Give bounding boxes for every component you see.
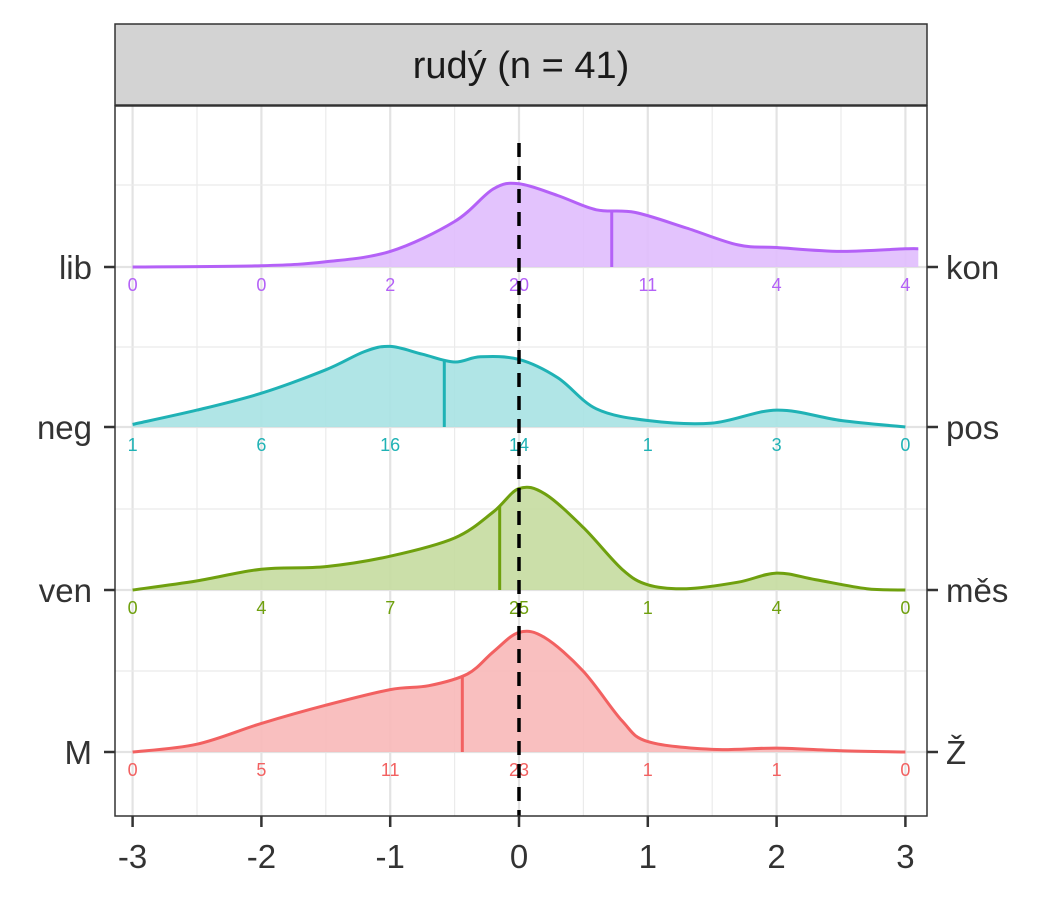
y-label-right: měs bbox=[946, 572, 1008, 609]
count-label: 7 bbox=[385, 598, 395, 618]
count-label: 1 bbox=[643, 435, 653, 455]
density-line-1 bbox=[132, 485, 906, 592]
x-tick-label: 2 bbox=[767, 838, 785, 875]
count-label: 1 bbox=[772, 760, 782, 780]
count-label: 0 bbox=[128, 760, 138, 780]
density-fill-3 bbox=[132, 183, 919, 267]
y-label-right: Ž bbox=[946, 734, 966, 771]
density-line-2 bbox=[132, 344, 906, 429]
x-tick-label: -1 bbox=[376, 838, 405, 875]
y-label-left: lib bbox=[59, 249, 92, 286]
count-label: 1 bbox=[643, 760, 653, 780]
count-label: 0 bbox=[900, 435, 910, 455]
count-label: 11 bbox=[638, 275, 657, 295]
panel-title: rudý (n = 41) bbox=[413, 45, 630, 87]
count-label: 4 bbox=[256, 598, 266, 618]
count-label: 3 bbox=[772, 435, 782, 455]
x-tick-label: 0 bbox=[510, 838, 528, 875]
density-line-3 bbox=[132, 181, 919, 269]
panel-border bbox=[114, 105, 928, 817]
count-label: 4 bbox=[900, 275, 910, 295]
count-label: 2 bbox=[385, 275, 395, 295]
strip: rudý (n = 41) bbox=[114, 23, 928, 106]
count-label: 16 bbox=[380, 435, 400, 455]
x-tick-label: -3 bbox=[118, 838, 147, 875]
strip-background bbox=[114, 23, 928, 106]
count-label: 4 bbox=[772, 598, 782, 618]
y-label-left: ven bbox=[39, 572, 92, 609]
y-label-right: kon bbox=[946, 249, 999, 286]
count-label: 1 bbox=[128, 435, 138, 455]
count-label: 0 bbox=[900, 760, 910, 780]
count-label: 0 bbox=[128, 598, 138, 618]
count-label: 11 bbox=[381, 760, 400, 780]
x-tick-label: 1 bbox=[639, 838, 657, 875]
count-label: 0 bbox=[128, 275, 138, 295]
x-tick-label: 3 bbox=[896, 838, 914, 875]
count-label: 4 bbox=[772, 275, 782, 295]
count-labels: 05112311004725140161614130002201144 bbox=[128, 275, 911, 780]
count-label: 1 bbox=[643, 598, 653, 618]
y-label-left: neg bbox=[37, 409, 92, 446]
density-fill-0 bbox=[132, 631, 906, 752]
x-tick-label: -2 bbox=[247, 838, 276, 875]
y-label-left: M bbox=[65, 734, 93, 771]
y-label-right: pos bbox=[946, 409, 999, 446]
count-label: 0 bbox=[900, 598, 910, 618]
count-label: 6 bbox=[256, 435, 266, 455]
count-label: 5 bbox=[256, 760, 266, 780]
count-label: 0 bbox=[256, 275, 266, 295]
